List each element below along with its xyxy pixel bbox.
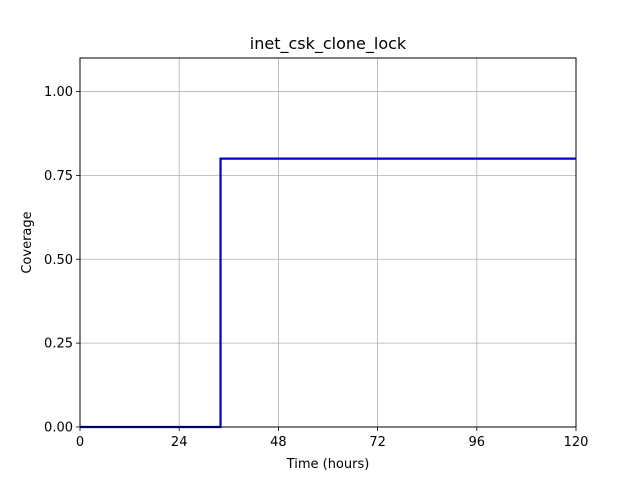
y-tick-label: 0.75 bbox=[44, 169, 73, 184]
x-tick-label: 0 bbox=[76, 435, 84, 450]
y-tick-label: 0.25 bbox=[44, 337, 73, 352]
y-tick-label: 0.00 bbox=[44, 421, 73, 436]
y-tick-label: 1.00 bbox=[44, 85, 73, 100]
x-tick-label: 120 bbox=[564, 435, 589, 450]
x-tick-label: 72 bbox=[369, 435, 386, 450]
x-tick-label: 24 bbox=[171, 435, 188, 450]
chart-title: inet_csk_clone_lock bbox=[250, 34, 407, 54]
grid bbox=[79, 58, 577, 428]
x-axis-title: Time (hours) bbox=[286, 457, 370, 472]
plot-frame bbox=[79, 57, 577, 428]
x-tick-label: 48 bbox=[270, 435, 287, 450]
x-axis-ticks: 0 24 48 72 96 120 bbox=[76, 427, 589, 450]
coverage-series-line bbox=[80, 157, 576, 429]
y-tick-label: 0.50 bbox=[44, 253, 73, 268]
x-tick-label: 96 bbox=[469, 435, 486, 450]
y-axis-ticks: 0.00 0.25 0.50 0.75 1.00 bbox=[44, 85, 80, 436]
y-axis-title: Coverage bbox=[20, 211, 35, 273]
series-layer bbox=[80, 157, 576, 429]
